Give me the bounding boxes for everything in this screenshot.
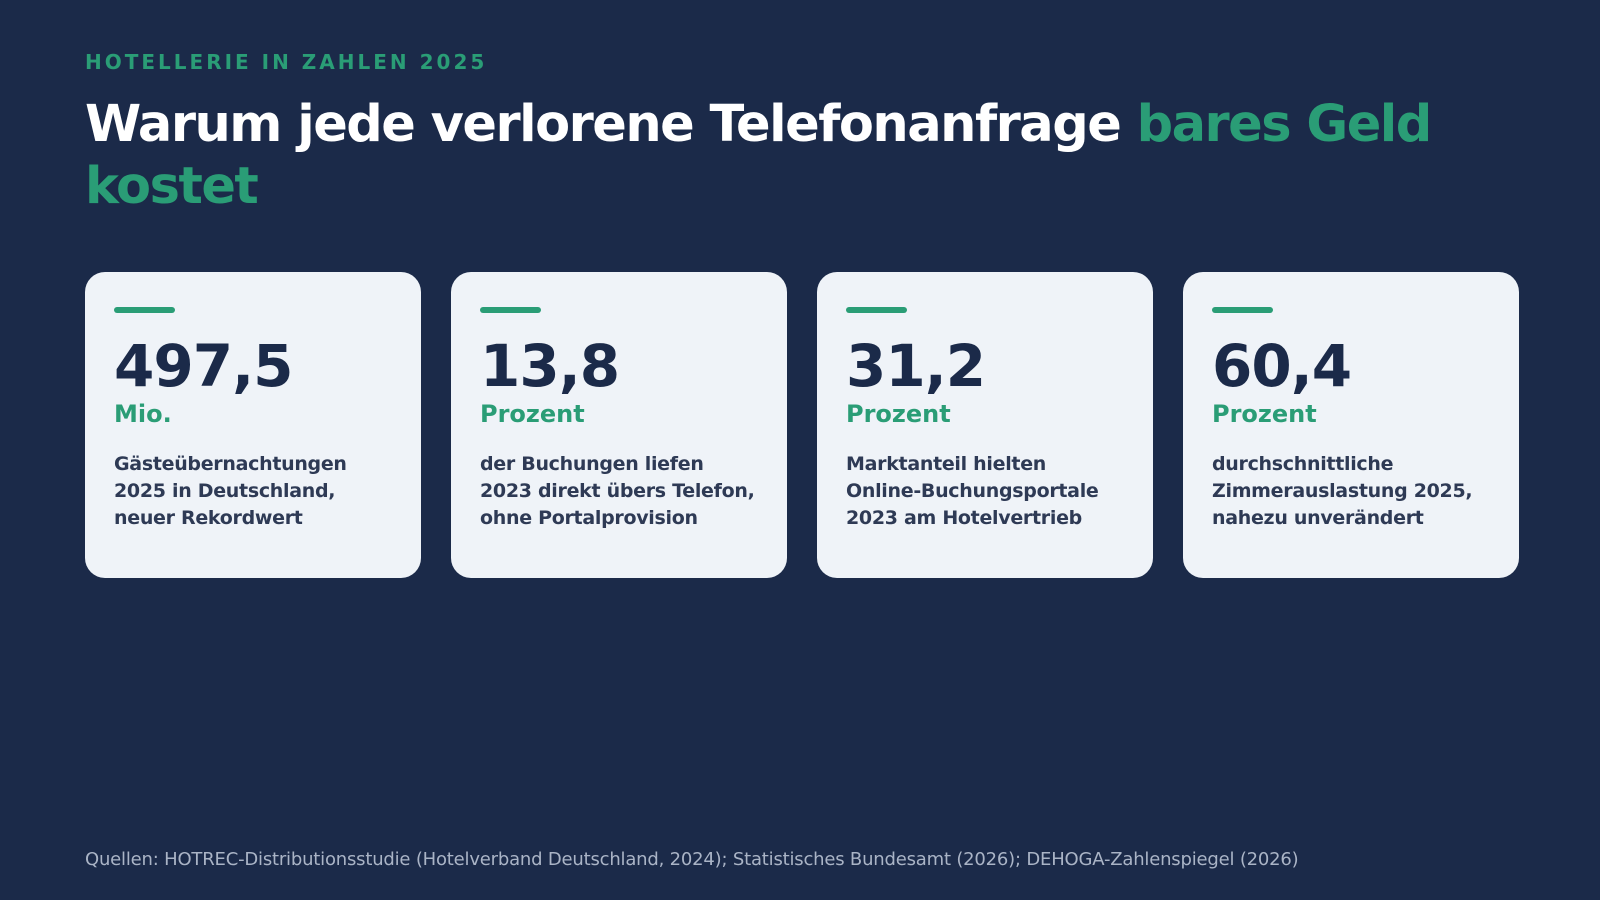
card-accent-bar xyxy=(846,307,907,313)
stat-card-overnight-stays: 497,5 Mio. Gästeübernachtungen 2025 in D… xyxy=(85,272,421,578)
stat-card-phone-bookings: 13,8 Prozent der Buchungen liefen 2023 d… xyxy=(451,272,787,578)
card-accent-bar xyxy=(114,307,175,313)
stat-unit: Mio. xyxy=(114,400,172,428)
stat-cards: 497,5 Mio. Gästeübernachtungen 2025 in D… xyxy=(85,272,1519,578)
stat-value: 13,8 xyxy=(480,332,620,400)
stat-description: Gästeübernachtungen 2025 in Deutschland,… xyxy=(114,453,347,529)
stat-value: 31,2 xyxy=(846,332,986,400)
stat-unit: Prozent xyxy=(1212,400,1317,428)
stat-description: der Buchungen liefen 2023 direkt übers T… xyxy=(480,453,755,529)
stat-value: 60,4 xyxy=(1212,332,1352,400)
eyebrow-label: HOTELLERIE IN ZAHLEN 2025 xyxy=(85,50,488,74)
card-accent-bar xyxy=(1212,307,1273,313)
stat-description: durchschnittliche Zimmerauslastung 2025,… xyxy=(1212,453,1473,529)
card-accent-bar xyxy=(480,307,541,313)
headline-main: Warum jede verlorene Telefonanfrage xyxy=(85,95,1137,154)
stat-description: Marktanteil hielten Online-Buchungsporta… xyxy=(846,453,1099,529)
stat-card-occupancy: 60,4 Prozent durchschnittliche Zimmeraus… xyxy=(1183,272,1519,578)
stat-card-portal-share: 31,2 Prozent Marktanteil hielten Online-… xyxy=(817,272,1153,578)
page-title: Warum jede verlorene Telefonanfrage bare… xyxy=(85,94,1465,218)
stat-unit: Prozent xyxy=(846,400,951,428)
headline-accent: bares Geld kostet xyxy=(85,95,1432,216)
stat-unit: Prozent xyxy=(480,400,585,428)
stat-value: 497,5 xyxy=(114,332,293,400)
sources-footnote: Quellen: HOTREC-Distributionsstudie (Hot… xyxy=(85,849,1299,870)
